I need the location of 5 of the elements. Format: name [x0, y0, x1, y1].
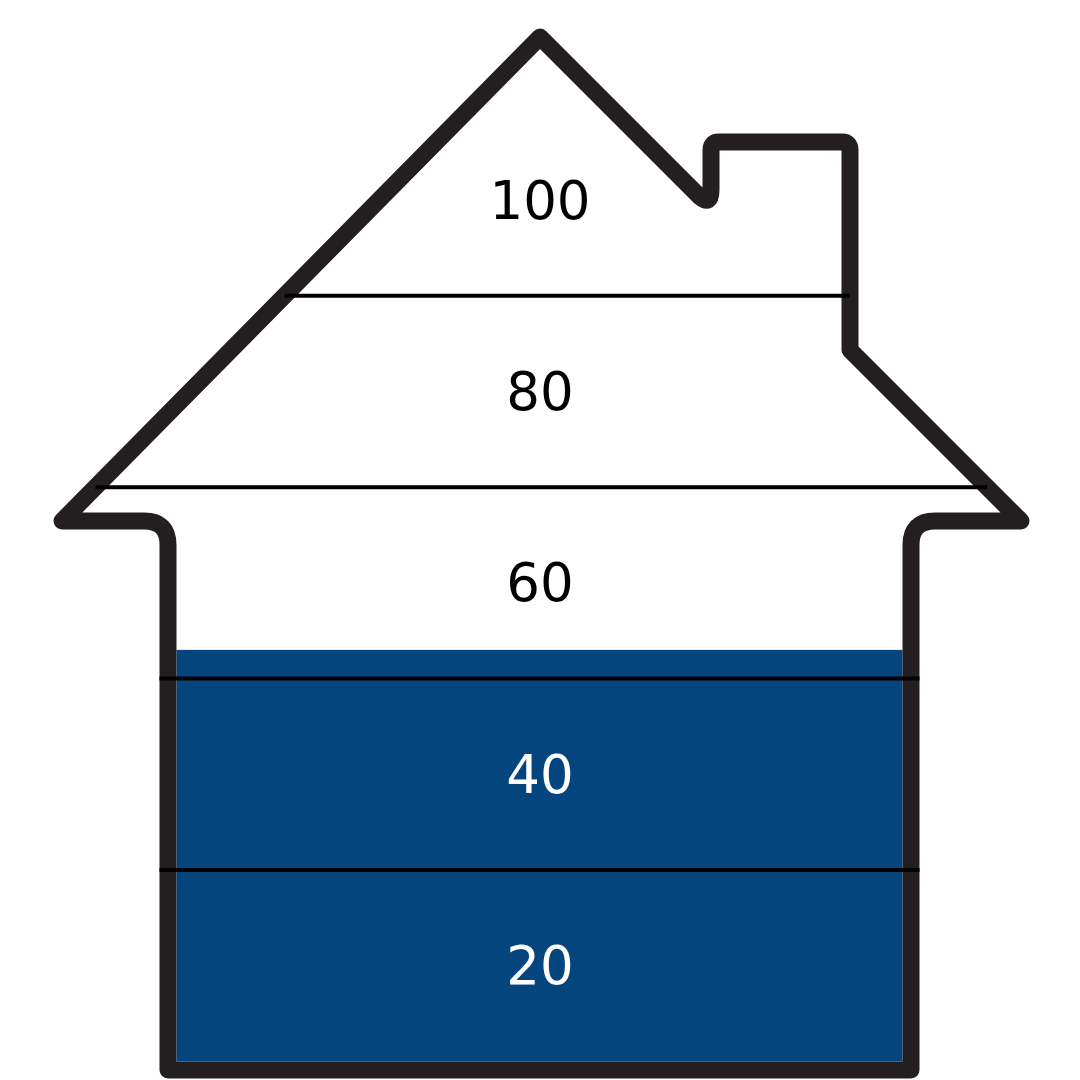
y-tick-label: 100 [489, 169, 591, 231]
y-tick-label: 40 [506, 743, 574, 805]
y-tick-label: 20 [506, 935, 574, 997]
y-tick-label: 60 [506, 552, 574, 614]
y-tick-label: 80 [506, 360, 574, 422]
